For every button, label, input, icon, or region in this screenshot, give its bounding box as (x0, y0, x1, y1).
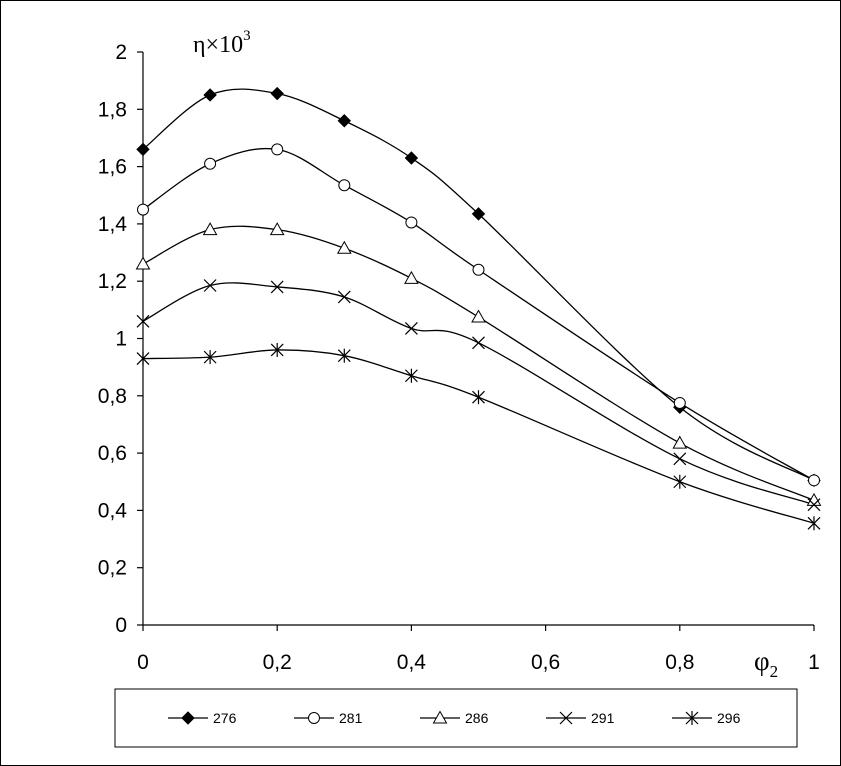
data-point-legend-286 (432, 710, 448, 724)
data-point-281-6 (673, 396, 686, 409)
x-tick-label: 0 (137, 651, 149, 674)
data-point-286-3 (336, 240, 352, 254)
data-point-281-3 (338, 179, 351, 192)
y-tick-label: 0,2 (98, 557, 127, 580)
legend-item-281: 281 (294, 710, 363, 726)
y-tick-label: 0,6 (98, 442, 127, 465)
data-point-286-6 (672, 435, 688, 449)
data-point-281-5 (472, 263, 485, 276)
data-point-296-6 (673, 474, 687, 489)
data-point-296-5 (472, 390, 485, 405)
series-line-296 (142, 349, 815, 524)
data-point-291-4 (404, 322, 418, 335)
series-line-276 (142, 88, 815, 481)
series-lines (142, 88, 815, 524)
data-point-296-0 (136, 351, 150, 366)
data-point-286-1 (202, 222, 218, 236)
data-point-legend-291 (559, 711, 573, 725)
y-tick-label: 1 (115, 328, 127, 351)
data-point-legend-296 (685, 711, 699, 725)
data-point-291-1 (203, 279, 217, 292)
x-axis-title: φ2 (754, 646, 778, 681)
data-point-291-5 (472, 336, 485, 350)
data-point-291-6 (673, 452, 687, 466)
x-tick-label: 0,4 (397, 651, 427, 674)
data-point-legend-276 (181, 711, 195, 725)
data-point-276-5 (471, 207, 486, 221)
data-point-276-1 (203, 88, 217, 102)
x-tick-label: 1 (808, 651, 820, 674)
x-axis-title-subscript: 2 (770, 662, 779, 681)
data-point-296-3 (337, 348, 351, 363)
data-point-286-2 (269, 222, 285, 236)
data-point-281-4 (405, 216, 418, 229)
data-point-281-1 (204, 157, 217, 170)
y-tick-label: 0,8 (98, 385, 127, 408)
data-point-286-0 (135, 256, 151, 270)
legend-item-286: 286 (420, 710, 489, 726)
data-point-legend-281 (308, 712, 320, 724)
y-tick-label: 1,2 (98, 270, 127, 293)
data-point-276-0 (136, 142, 150, 157)
data-point-296-4 (404, 368, 418, 383)
data-point-276-2 (270, 86, 284, 101)
y-axis-title-base: η×10 (193, 32, 243, 58)
legend-label: 286 (465, 710, 489, 726)
data-point-291-3 (337, 290, 351, 304)
legend-item-291: 291 (546, 710, 615, 726)
y-axis-title-exponent: 3 (243, 28, 251, 44)
x-axis-title-base: φ (754, 646, 770, 676)
data-point-296-1 (203, 350, 217, 365)
x-ticks: 0 0,2 0,4 0,6 0,8 1 (137, 625, 820, 674)
data-point-286-5 (471, 309, 486, 323)
legend-item-296: 296 (672, 710, 741, 726)
data-point-281-0 (137, 203, 149, 216)
y-tick-label: 1,8 (98, 98, 127, 121)
legend-label: 296 (717, 710, 741, 726)
y-tick-label: 0 (115, 614, 127, 637)
legend: 276 281 286 291 296 (114, 688, 798, 748)
data-point-291-0 (136, 314, 150, 328)
data-point-296-7 (807, 516, 821, 531)
series-markers (135, 86, 822, 531)
legend-item-276: 276 (168, 710, 237, 726)
y-tick-label: 2 (115, 41, 127, 64)
x-tick-label: 0,2 (263, 651, 292, 674)
axes (142, 52, 814, 626)
y-tick-label: 0,4 (98, 499, 128, 522)
y-ticks: 0 0,2 0,4 0,6 0,8 1 1,2 1,4 1,6 1,8 2 (98, 41, 143, 637)
legend-label: 291 (591, 710, 615, 726)
y-tick-label: 1,4 (98, 213, 128, 236)
data-point-291-7 (807, 498, 821, 512)
x-tick-label: 0,6 (531, 651, 560, 674)
y-tick-label: 1,6 (98, 156, 127, 179)
data-point-286-4 (404, 270, 419, 284)
legend-label: 276 (213, 710, 237, 726)
data-point-276-4 (404, 151, 419, 165)
y-axis-title: η×103 (193, 28, 251, 58)
legend-label: 281 (339, 710, 363, 726)
data-point-296-2 (270, 342, 284, 357)
data-point-291-2 (270, 280, 284, 294)
data-point-281-7 (808, 474, 820, 487)
data-point-281-2 (271, 143, 284, 156)
data-point-276-3 (337, 114, 352, 128)
x-tick-label: 0,8 (665, 651, 694, 674)
